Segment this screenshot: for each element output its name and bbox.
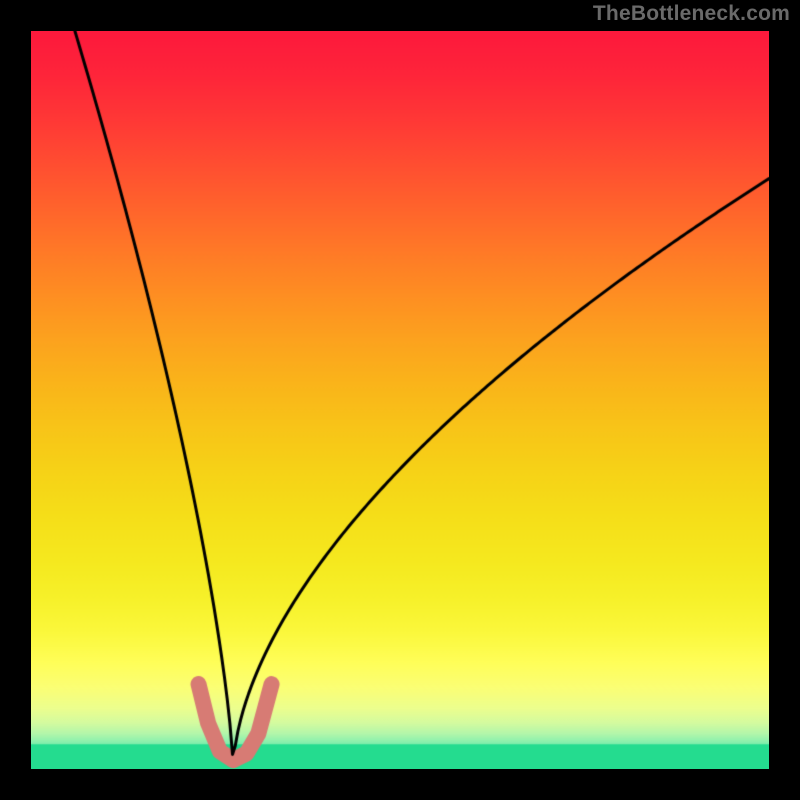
watermark-label: TheBottleneck.com xyxy=(593,2,790,26)
chart-canvas xyxy=(31,31,769,769)
chart-plot-area xyxy=(31,31,769,769)
chart-frame: TheBottleneck.com xyxy=(0,0,800,800)
